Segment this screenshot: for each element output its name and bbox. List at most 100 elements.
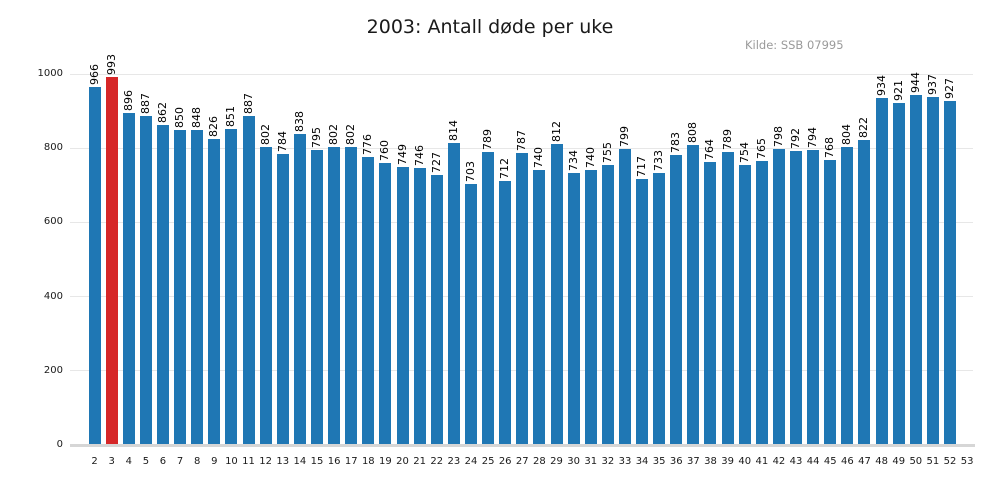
bar-week-7 (174, 130, 187, 445)
x-tick-label: 8 (194, 456, 201, 467)
bar-value-label: 799 (617, 126, 631, 147)
bar-value-label: 808 (686, 122, 700, 143)
x-tick-label: 21 (413, 456, 426, 467)
bar-value-label: 862 (155, 102, 169, 123)
x-tick-label: 29 (550, 456, 563, 467)
bar-value-label: 727 (429, 152, 443, 173)
bar-slot: 776 (360, 74, 377, 445)
bar-week-31 (584, 170, 597, 445)
bar-week-24 (464, 184, 477, 445)
bar-slot: 787 (514, 74, 531, 445)
bar-slot: 734 (565, 74, 582, 445)
y-tick-label: 400 (43, 290, 63, 302)
bar-week-20 (396, 167, 409, 445)
bar-week-13 (276, 154, 289, 445)
bar-slot: 944 (907, 72, 924, 445)
bar-slot: 760 (377, 74, 394, 445)
x-tick-label: 17 (344, 456, 358, 467)
bar-week-33 (618, 149, 631, 445)
y-axis-labels: 0 200 400 600 800 1000 (0, 0, 63, 500)
bar-week-5 (139, 116, 152, 445)
y-tick-label: 200 (43, 364, 63, 376)
bar-value-label: 927 (943, 78, 957, 99)
bar-slot: 937 (924, 74, 941, 445)
bar-slot: 838 (291, 74, 308, 445)
x-tick-label: 24 (464, 456, 478, 467)
x-tick-label: 53 (960, 456, 974, 467)
bar-value-label: 789 (481, 129, 495, 150)
bar-week-6 (156, 125, 169, 445)
bar-slot: 783 (668, 74, 685, 445)
bar-value-label: 795 (309, 127, 323, 148)
bar-week-17 (345, 147, 358, 445)
bar-value-label: 812 (549, 121, 563, 142)
bar-value-label: 765 (754, 138, 768, 159)
bar-value-label: 838 (292, 111, 306, 132)
x-tick-label: 27 (515, 456, 529, 467)
x-tick-label: 4 (125, 456, 132, 467)
bar-value-label: 993 (104, 54, 118, 75)
bar-value-label: 814 (446, 120, 460, 141)
x-tick-label: 2 (91, 456, 98, 467)
x-tick-label: 36 (669, 456, 683, 467)
bar-slot: 862 (154, 74, 171, 445)
bar-week-25 (482, 152, 495, 445)
bar-slot: 798 (770, 74, 787, 445)
bar-slot: 764 (702, 74, 719, 445)
bar-slot: 712 (497, 74, 514, 445)
bar-week-2 (88, 87, 101, 445)
bar-week-44 (807, 150, 820, 445)
bar-value-label: 802 (327, 124, 341, 145)
bar-slot: 826 (206, 74, 223, 445)
x-tick-label: 45 (823, 456, 837, 467)
bar-value-label: 733 (652, 150, 666, 171)
bar-week-23 (447, 143, 460, 445)
bar-slot: 812 (548, 74, 565, 445)
x-tick-label: 46 (841, 456, 854, 467)
bar-slot: 851 (223, 74, 240, 445)
bar-week-48 (875, 98, 888, 445)
x-tick-label: 33 (618, 456, 632, 467)
y-tick-label: 600 (43, 216, 63, 228)
bar-value-label: 851 (224, 106, 238, 127)
bar-value-label: 802 (344, 124, 358, 145)
bar-week-3 (105, 77, 118, 445)
source-annotation: Kilde: SSB 07995 (745, 38, 844, 52)
x-tick-label: 38 (704, 456, 717, 467)
bar-slot: 746 (411, 74, 428, 445)
bar-week-49 (892, 103, 905, 445)
bar-week-42 (772, 149, 785, 445)
x-tick-label: 6 (159, 456, 167, 467)
x-axis-line (70, 444, 975, 447)
bar-week-14 (293, 134, 306, 445)
x-tick-label: 9 (211, 456, 218, 467)
bar-value-label: 794 (806, 127, 820, 148)
bar-value-label: 712 (498, 158, 512, 179)
bar-value-label: 804 (840, 124, 854, 145)
bar-slot: 768 (822, 74, 839, 445)
bar-value-label: 789 (720, 129, 734, 150)
bar-slot: 808 (685, 74, 702, 445)
bars-container: 966 993 896 887 862 850 848 826 851 887 802 784 838 7… (86, 54, 976, 445)
bar-value-label: 703 (463, 161, 477, 182)
bar-slot: 966 (86, 64, 103, 445)
x-tick-label: 51 (926, 456, 940, 467)
bar-value-label: 798 (771, 126, 785, 147)
bar-value-label: 776 (361, 134, 375, 155)
bar-slot: 789 (480, 74, 497, 445)
bar-value-label: 746 (412, 145, 426, 166)
x-tick-label: 25 (481, 456, 495, 467)
bar-value-label: 802 (258, 124, 272, 145)
bar-week-4 (122, 113, 135, 445)
bar-week-18 (362, 157, 375, 445)
bar-slot: 749 (394, 74, 411, 445)
bar-week-21 (413, 168, 426, 445)
bar-value-label: 764 (703, 139, 717, 160)
grid-line (70, 147, 973, 149)
bar-value-label: 740 (532, 147, 546, 168)
bar-week-50 (909, 95, 922, 445)
bar-value-label: 784 (275, 131, 289, 152)
x-tick-label: 19 (379, 456, 392, 467)
bar-week-10 (225, 129, 238, 445)
